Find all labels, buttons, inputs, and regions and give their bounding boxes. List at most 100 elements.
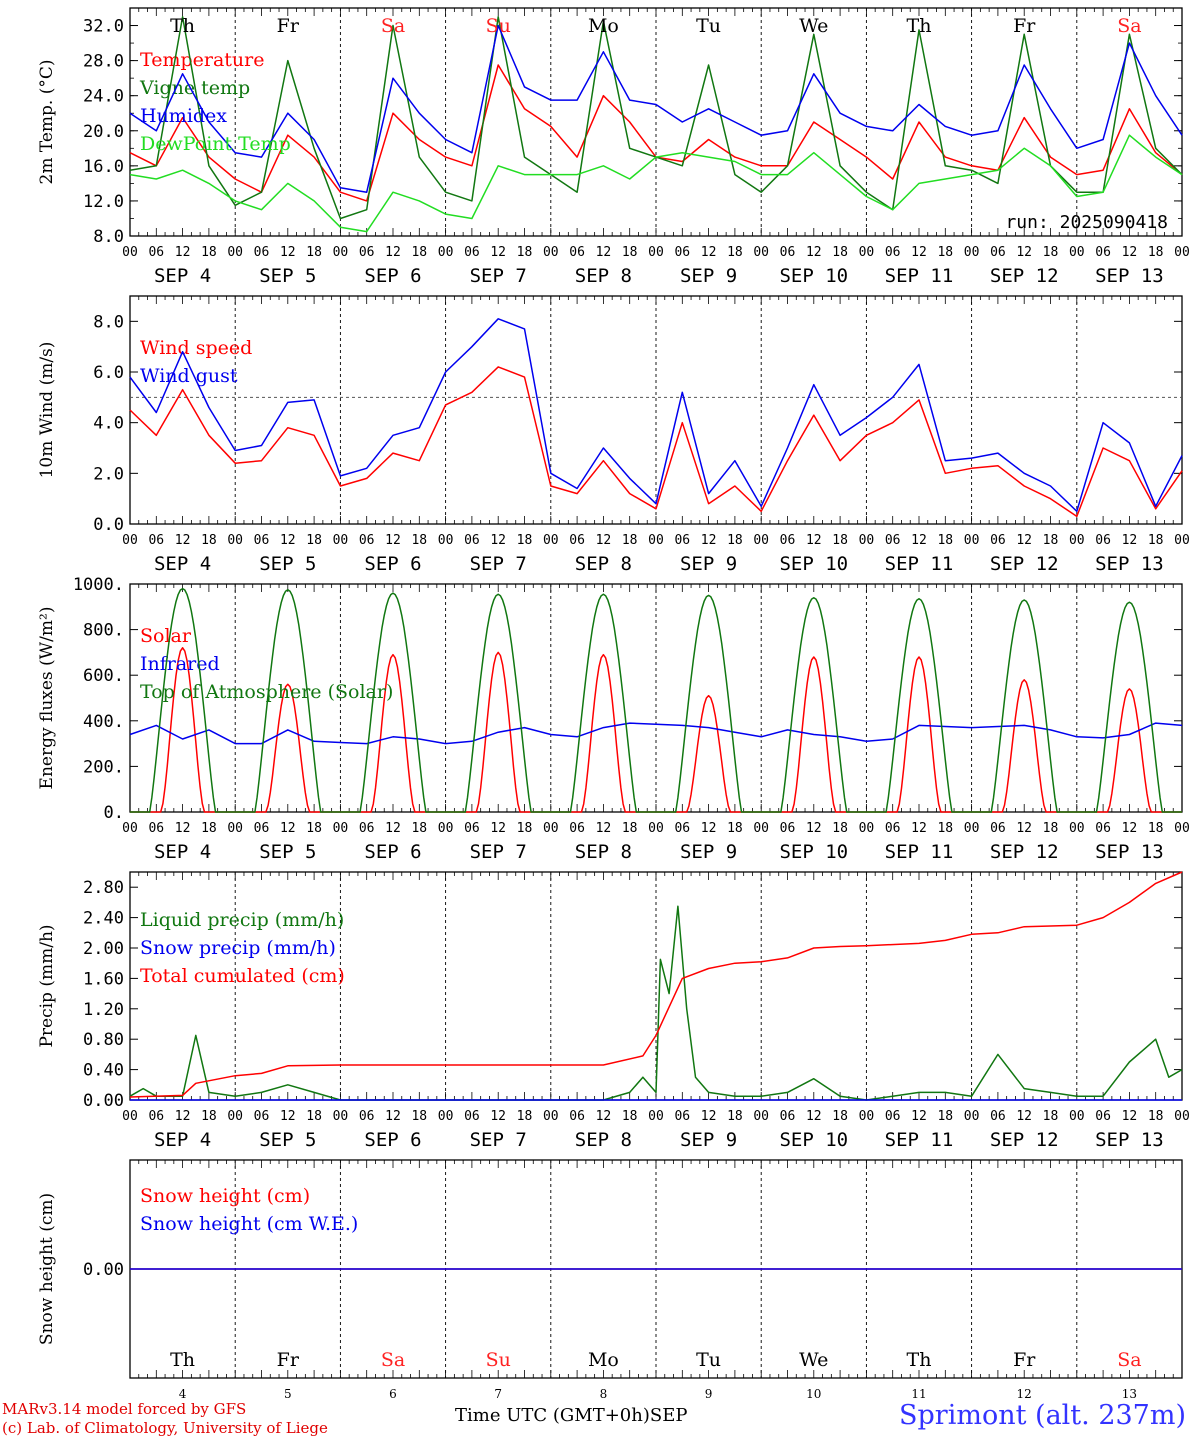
day-number-label: 9 [705,1387,713,1401]
weekday-label-bottom: Su [486,1349,511,1371]
y-axis-label: 2m Temp. (°C) [37,59,57,184]
x-hour-label: 00 [122,821,138,836]
x-hour-label: 18 [937,821,953,836]
series-line-wind-gust [129,318,1183,513]
weekday-label: We [799,15,828,37]
x-hour-label: 18 [1148,533,1164,548]
x-hour-label: 00 [1174,533,1190,548]
x-hour-label: 00 [859,533,875,548]
x-hour-label: 00 [438,245,454,260]
x-hour-label: 06 [1095,533,1111,548]
x-date-label: SEP 13 [1095,841,1164,863]
x-hour-label: 00 [1069,821,1085,836]
x-hour-label: 00 [1069,245,1085,260]
x-hour-label: 06 [780,1109,796,1124]
x-hour-label: 06 [990,533,1006,548]
y-tick-label: 16.0 [83,157,124,177]
y-tick-label: 8.0 [93,312,124,332]
series-line-infrared [129,722,1183,745]
x-hour-label: 18 [727,1109,743,1124]
y-tick-label: 1000. [73,575,124,595]
x-date-label: SEP 8 [575,553,632,575]
x-hour-label: 06 [254,821,270,836]
x-hour-label: 00 [859,821,875,836]
x-hour-label: 12 [1122,245,1138,260]
y-tick-label: 200. [83,757,124,777]
x-hour-label: 12 [911,533,927,548]
x-hour-label: 12 [596,821,612,836]
weekday-label: Mo [588,15,619,37]
x-hour-label: 00 [333,821,349,836]
x-date-label: SEP 9 [680,265,737,287]
x-hour-label: 00 [648,821,664,836]
weekday-label-bottom: Fr [277,1349,300,1371]
x-hour-label: 06 [569,533,585,548]
x-date-label: SEP 9 [680,841,737,863]
x-hour-label: 12 [490,533,506,548]
x-hour-label: 06 [990,821,1006,836]
legend-label: Total cumulated (cm) [140,965,345,987]
x-date-label: SEP 6 [364,841,421,863]
weekday-label-bottom: Tu [696,1349,721,1371]
x-date-label: SEP 5 [259,1129,316,1151]
x-date-label: SEP 4 [154,265,211,287]
x-hour-label: 00 [753,245,769,260]
x-hour-label: 12 [1016,1109,1032,1124]
x-date-label: SEP 12 [990,1129,1059,1151]
x-date-label: SEP 5 [259,265,316,287]
x-hour-label: 06 [254,533,270,548]
y-tick-label: 2.00 [83,939,124,959]
y-tick-label: 0.00 [83,1091,124,1111]
x-hour-label: 12 [596,533,612,548]
x-hour-label: 06 [1095,821,1111,836]
x-hour-label: 18 [622,245,638,260]
x-hour-label: 18 [937,533,953,548]
x-hour-label: 12 [701,533,717,548]
series-line-total-cumulated-cm- [129,871,1183,1098]
x-hour-label: 06 [464,245,480,260]
x-hour-label: 06 [359,1109,375,1124]
x-hour-label: 12 [175,533,191,548]
x-hour-label: 06 [1095,1109,1111,1124]
x-date-label: SEP 12 [990,265,1059,287]
x-hour-label: 00 [753,1109,769,1124]
x-date-label: SEP 12 [990,553,1059,575]
x-hour-label: 12 [596,245,612,260]
x-date-label: SEP 7 [470,553,527,575]
x-date-label: SEP 6 [364,1129,421,1151]
x-hour-label: 12 [806,1109,822,1124]
y-tick-label: 28.0 [83,52,124,72]
x-hour-label: 00 [1174,821,1190,836]
day-number-label: 5 [284,1387,292,1401]
y-axis-label: Snow height (cm) [37,1193,57,1345]
x-date-label: SEP 7 [470,1129,527,1151]
x-hour-label: 06 [148,1109,164,1124]
x-hour-label: 12 [806,533,822,548]
legend-label: Snow precip (mm/h) [140,937,336,959]
weekday-label-bottom: Mo [588,1349,619,1371]
weekday-label-bottom: We [799,1349,828,1371]
x-hour-label: 18 [1148,1109,1164,1124]
x-hour-label: 18 [937,1109,953,1124]
x-date-label: SEP 5 [259,841,316,863]
legend-label: Wind gust [140,365,238,387]
x-hour-label: 00 [964,245,980,260]
x-hour-label: 12 [490,1109,506,1124]
legend-label: Infrared [140,653,220,675]
x-date-label: SEP 13 [1095,1129,1164,1151]
y-tick-label: 4.0 [93,414,124,434]
x-hour-label: 18 [832,821,848,836]
weekday-label-bottom: Sa [381,1349,405,1371]
day-number-label: 12 [1017,1387,1032,1401]
x-hour-label: 06 [359,245,375,260]
x-hour-label: 06 [254,245,270,260]
x-hour-label: 18 [1148,821,1164,836]
x-date-label: SEP 5 [259,553,316,575]
x-date-label: SEP 9 [680,553,737,575]
x-hour-label: 12 [385,533,401,548]
y-tick-label: 0.00 [83,1260,124,1280]
legend-label: Vigne temp [139,77,250,99]
x-date-label: SEP 8 [575,265,632,287]
legend-label: Snow height (cm) [140,1185,310,1207]
